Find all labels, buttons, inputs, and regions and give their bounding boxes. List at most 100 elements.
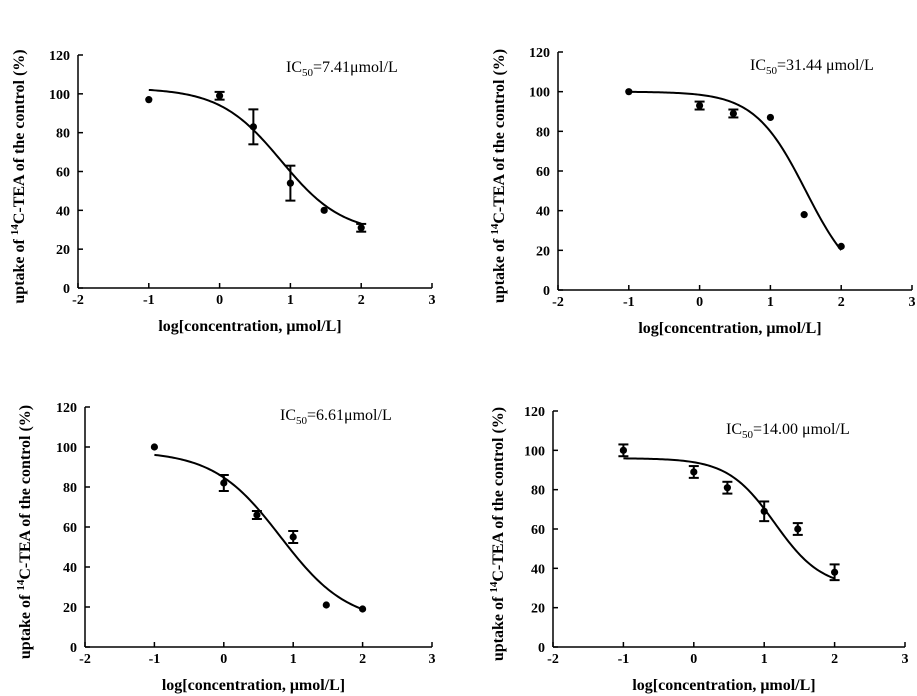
- x-tick-label: -2: [72, 293, 84, 308]
- y-tick-label: 80: [56, 127, 70, 142]
- ic50-annotation: IC50=31.44 μmol/L: [750, 57, 874, 77]
- ic50-subscript: 50: [742, 429, 754, 441]
- ic50-base: IC: [280, 407, 296, 424]
- y-tick-label: 100: [49, 88, 70, 103]
- y-axis-title-superscript: 14: [15, 579, 27, 591]
- data-point: [150, 443, 158, 451]
- data-point: [800, 211, 808, 219]
- x-tick-label: -2: [547, 652, 559, 667]
- y-tick-label: 120: [56, 401, 77, 416]
- ic50-value: =7.41μmol/L: [313, 59, 398, 76]
- y-tick-label: 60: [63, 521, 77, 536]
- x-tick-label: 2: [838, 295, 845, 310]
- fit-curve: [628, 90, 842, 251]
- y-tick-label: 20: [531, 602, 545, 617]
- ic50-base: IC: [750, 57, 766, 74]
- ic50-base: IC: [286, 59, 302, 76]
- y-tick-label: 60: [531, 523, 545, 538]
- x-tick-label: 1: [767, 295, 774, 310]
- y-axis-title-suffix: C-TEA of the control (%): [11, 49, 28, 224]
- y-axis-title: uptake of 14C-TEA of the control (%): [15, 405, 34, 659]
- ic50-subscript: 50: [296, 415, 308, 427]
- x-axis-title: log[concentration, μmol/L]: [638, 320, 821, 337]
- y-axis-title: uptake of 14C-TEA of the control (%): [9, 49, 28, 303]
- y-tick-label: 0: [543, 284, 550, 299]
- x-tick-label: 3: [909, 295, 916, 310]
- data-point: [766, 113, 775, 122]
- data-point: [216, 92, 224, 100]
- ic50-value: =6.61μmol/L: [307, 407, 392, 424]
- y-tick-label: 80: [63, 481, 77, 496]
- x-tick-label: 0: [220, 652, 227, 667]
- y-tick-label: 0: [70, 641, 77, 656]
- data-point: [359, 605, 367, 613]
- ic50-annotation: IC50=6.61μmol/L: [280, 407, 392, 427]
- y-tick-label: 20: [56, 243, 70, 258]
- y-tick-label: 40: [56, 204, 70, 219]
- y-axis-title: uptake of 14C-TEA of the control (%): [488, 407, 507, 661]
- data-point: [145, 96, 153, 104]
- ic50-annotation: IC50=7.41μmol/L: [286, 59, 398, 79]
- data-point: [253, 511, 261, 519]
- chart-panel-2: -2 -1 0 1 2 3 0 20 40 60 80 100 120 log[concentration…: [489, 46, 916, 337]
- y-axis-title-suffix: C-TEA of the control (%): [490, 407, 507, 582]
- data-point: [729, 109, 737, 118]
- x-tick-label: 3: [429, 293, 436, 308]
- y-tick-label: 0: [538, 641, 545, 656]
- y-tick-label: 80: [536, 125, 550, 140]
- y-tick-label: 120: [529, 46, 550, 61]
- data-point: [357, 224, 365, 232]
- ic50-base: IC: [726, 421, 742, 438]
- x-tick-label: 0: [690, 652, 697, 667]
- ic50-value: =31.44 μmol/L: [777, 57, 874, 74]
- data-point: [619, 446, 628, 454]
- ic50-subscript: 50: [302, 67, 314, 79]
- y-tick-label: 120: [524, 405, 545, 420]
- y-tick-label: 100: [529, 86, 550, 101]
- data-point: [320, 206, 328, 214]
- y-axis-title-prefix: uptake of: [11, 235, 28, 303]
- x-tick-label: 2: [359, 652, 366, 667]
- y-axis-title-prefix: uptake of: [490, 593, 507, 661]
- x-tick-label: -1: [618, 652, 630, 667]
- ic50-value: =14.00 μmol/L: [753, 421, 850, 438]
- y-tick-label: 100: [56, 441, 77, 456]
- y-tick-label: 40: [531, 562, 545, 577]
- y-axis-title-superscript: 14: [488, 581, 500, 593]
- y-axis-title-prefix: uptake of: [491, 235, 508, 303]
- y-tick-label: 80: [531, 484, 545, 499]
- x-tick-label: -1: [149, 652, 161, 667]
- x-tick-label: 2: [358, 293, 365, 308]
- y-tick-label: 20: [63, 601, 77, 616]
- fit-curve: [154, 453, 363, 611]
- y-axis-title-suffix: C-TEA of the control (%): [491, 49, 508, 224]
- data-point: [220, 479, 228, 487]
- y-axis-title-suffix: C-TEA of the control (%): [17, 405, 34, 580]
- fit-curve: [623, 457, 835, 580]
- data-point: [837, 242, 845, 250]
- x-tick-label: -1: [623, 295, 635, 310]
- data-point: [286, 179, 294, 187]
- x-tick-label: 2: [831, 652, 838, 667]
- y-tick-label: 20: [536, 244, 550, 259]
- data-point: [289, 533, 297, 541]
- x-tick-label: 1: [287, 293, 294, 308]
- y-tick-label: 40: [536, 205, 550, 220]
- data-point: [249, 123, 257, 131]
- y-tick-label: 0: [63, 282, 70, 297]
- chart-panel-4: -2 -1 0 1 2 3 0 20 40 60 80 100 120 log[concentration…: [488, 405, 909, 694]
- x-tick-label: 3: [429, 652, 436, 667]
- data-point: [831, 568, 839, 576]
- x-axis-title: log[concentration, μmol/L]: [158, 318, 341, 335]
- y-tick-label: 40: [63, 561, 77, 576]
- chart-panel-1: -2 -1 0 1 2 3 0 20 40 60 80 100 120 log[concentration…: [9, 49, 436, 335]
- x-tick-label: -1: [143, 293, 155, 308]
- x-tick-label: 1: [761, 652, 768, 667]
- y-tick-label: 120: [49, 49, 70, 64]
- x-tick-label: 1: [290, 652, 297, 667]
- y-axis-title-prefix: uptake of: [17, 591, 34, 659]
- y-tick-label: 60: [536, 165, 550, 180]
- fit-curve: [148, 88, 362, 225]
- x-tick-label: -2: [552, 295, 564, 310]
